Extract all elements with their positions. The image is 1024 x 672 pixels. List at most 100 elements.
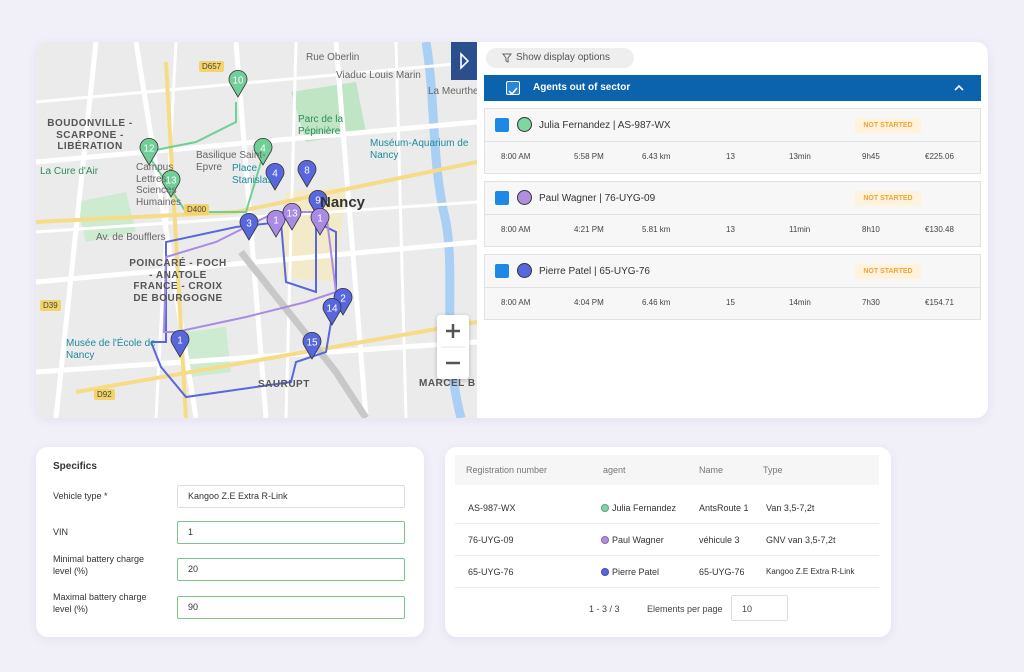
vehicles-table-card: Registration number agent Name Type AS-987-W… bbox=[445, 447, 891, 637]
stat-value: 13 bbox=[726, 152, 735, 161]
field-value: 90 bbox=[188, 602, 199, 612]
agent-name: Paul Wagner bbox=[612, 535, 664, 545]
map-label: Parc de la Pépinière bbox=[298, 114, 344, 137]
column-header[interactable]: Registration number bbox=[466, 465, 548, 475]
text-input[interactable]: 1 bbox=[177, 521, 405, 544]
map-marker[interactable]: 8 bbox=[297, 160, 317, 188]
check-icon bbox=[508, 87, 518, 96]
panel-toggle[interactable] bbox=[451, 42, 477, 80]
map-marker[interactable]: 9 bbox=[308, 190, 328, 218]
map-marker[interactable]: 4 bbox=[253, 138, 273, 166]
agent-name: Pierre Patel bbox=[612, 567, 660, 577]
map-marker[interactable]: 3 bbox=[239, 213, 259, 241]
type-name: Van 3,5-7,2t bbox=[766, 503, 815, 513]
map-label: BOUDONVILLE - SCARPONE - LIBÉRATION bbox=[47, 118, 133, 152]
status-badge: NOT STARTED bbox=[855, 264, 921, 279]
text-input[interactable]: 90 bbox=[177, 596, 405, 619]
stat-value: €225.06 bbox=[925, 152, 954, 161]
per-page-value: 10 bbox=[742, 604, 753, 614]
field-label: Vehicle type * bbox=[53, 491, 108, 501]
type-cell: Van 3,5-7,2t bbox=[763, 503, 814, 513]
stat-value: 4:04 PM bbox=[574, 298, 604, 307]
map-marker[interactable]: 12 bbox=[139, 138, 159, 166]
agent-name: Julia Fernandez | AS-987-WX bbox=[539, 120, 671, 131]
collapse-icon[interactable] bbox=[953, 82, 965, 94]
stat-duration: 7h30 bbox=[858, 298, 880, 307]
agent-dot bbox=[601, 568, 609, 576]
zoom-in[interactable] bbox=[446, 324, 460, 338]
map-marker[interactable]: 13 bbox=[282, 203, 302, 231]
agent-color bbox=[517, 263, 532, 278]
map-marker[interactable]: 14 bbox=[322, 298, 342, 326]
map-marker[interactable]: 1 bbox=[266, 210, 286, 238]
field-label: Maximal battery charge level (%) bbox=[53, 592, 147, 615]
select-input[interactable]: Kangoo Z.E Extra R-Link bbox=[177, 485, 405, 508]
map-marker[interactable]: 4 bbox=[265, 163, 285, 191]
map-label: Rue Oberlin bbox=[306, 52, 360, 63]
map-marker[interactable]: 10 bbox=[228, 70, 248, 98]
agent-checkbox[interactable] bbox=[495, 118, 509, 132]
agent-checkbox[interactable] bbox=[495, 264, 509, 278]
map-label: SAURUPT bbox=[258, 379, 310, 390]
map-marker[interactable]: 13 bbox=[161, 170, 181, 198]
table-row[interactable]: AS-987-WX Julia Fernandez AntsRoute 1 Van 3… bbox=[455, 491, 879, 524]
stat-value: 5.81 km bbox=[642, 225, 671, 234]
stat-distance: 6.43 km bbox=[638, 152, 670, 161]
stat-end: 5:58 PM bbox=[570, 152, 604, 161]
per-page-label: Elements per page bbox=[647, 604, 723, 614]
table-row[interactable]: 76-UYG-09 Paul Wagner véhicule 3 GNV van 3,… bbox=[455, 523, 879, 556]
stat-value: 8h10 bbox=[862, 225, 880, 234]
display-options-button[interactable]: Show display options bbox=[486, 48, 634, 68]
group-checkbox[interactable] bbox=[506, 81, 520, 96]
map-label: MARCEL B bbox=[419, 378, 476, 389]
agents-group-header[interactable]: Agents out of sector bbox=[484, 75, 981, 101]
agent-cell: Julia Fernandez bbox=[601, 503, 676, 513]
vehicle-name: AntsRoute 1 bbox=[699, 503, 749, 513]
agent-checkbox[interactable] bbox=[495, 191, 509, 205]
map[interactable]: 10 12 13 4 4 8 3 1 13 9 1 2 14 15 1 BOUDONVILLE - SCAR… bbox=[36, 42, 477, 418]
agent-stats: 8:00 AM 4:21 PM 5.81 km 13 11min 8h10 €130.48 bbox=[485, 215, 980, 247]
map-marker[interactable]: 1 bbox=[310, 208, 330, 236]
map-label: Nancy bbox=[320, 194, 366, 211]
stat-duration: 9h45 bbox=[858, 152, 880, 161]
marker-pin bbox=[322, 298, 342, 326]
map-label: D657 bbox=[199, 61, 225, 73]
marker-pin bbox=[308, 190, 328, 218]
zoom-icons bbox=[441, 324, 465, 365]
map-label: Viaduc Louis Marin bbox=[336, 70, 421, 81]
marker-label: 4 bbox=[272, 169, 278, 180]
column-header[interactable]: agent bbox=[603, 465, 626, 475]
table-row[interactable]: 65-UYG-76 Pierre Patel 65-UYG-76 Kangoo Z.E… bbox=[455, 555, 879, 588]
agent-cell: Paul Wagner bbox=[601, 535, 664, 545]
marker-pin bbox=[282, 203, 302, 231]
stat-cost: €130.48 bbox=[921, 225, 954, 234]
text-input[interactable]: 20 bbox=[177, 558, 405, 581]
agent-color bbox=[517, 190, 532, 205]
zoom-controls bbox=[437, 315, 469, 379]
stat-stops: 15 bbox=[722, 298, 735, 307]
agents-panel: Show display options Agents out of secto… bbox=[477, 42, 988, 418]
map-marker[interactable]: 1 bbox=[170, 330, 190, 358]
map-marker[interactable]: 15 bbox=[302, 332, 322, 360]
marker-pin bbox=[253, 138, 273, 166]
per-page-select[interactable]: 10 bbox=[731, 595, 788, 621]
registration: 65-UYG-76 bbox=[468, 567, 514, 577]
stat-end: 4:21 PM bbox=[570, 225, 604, 234]
column-header[interactable]: Type bbox=[763, 465, 783, 475]
stat-value: 15 bbox=[726, 298, 735, 307]
page-range: 1 - 3 / 3 bbox=[589, 604, 620, 614]
map-label: Basilique Saint-Epvre bbox=[196, 150, 266, 173]
map-label: Place Stanislas bbox=[232, 163, 273, 186]
marker-label: 3 bbox=[246, 219, 252, 230]
marker-pin bbox=[239, 213, 259, 241]
agent-card: Pierre Patel | 65-UYG-76 NOT STARTED 8:00 … bbox=[484, 254, 981, 320]
stat-value: 7h30 bbox=[862, 298, 880, 307]
agent-name: Pierre Patel | 65-UYG-76 bbox=[539, 266, 650, 277]
marker-label: 13 bbox=[165, 176, 177, 187]
map-label: Muséum-Aquarium de Nancy bbox=[370, 138, 469, 161]
map-label: Musée de l'École de Nancy bbox=[66, 338, 156, 361]
marker-pin bbox=[161, 170, 181, 198]
table-header bbox=[455, 455, 879, 485]
pagination: 1 - 3 / 3 Elements per page 10 bbox=[455, 593, 879, 627]
column-header[interactable]: Name bbox=[699, 465, 724, 475]
